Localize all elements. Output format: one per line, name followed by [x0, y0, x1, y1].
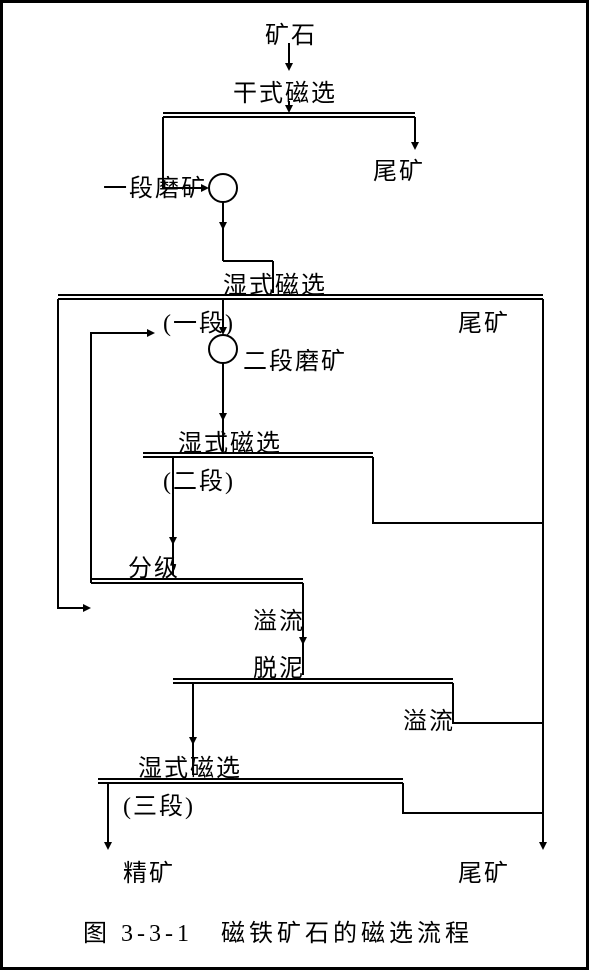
label-tailings-bottom: 尾矿 — [458, 853, 510, 888]
label-classify: 分级 — [128, 548, 180, 583]
label-stage-1: (一段) — [163, 303, 235, 338]
label-tailings-right: 尾矿 — [458, 303, 510, 338]
label-stage-3: (三段) — [123, 786, 195, 821]
label-wet-mag-1: 湿式磁选 — [223, 265, 327, 300]
label-overflow-1: 溢流 — [253, 601, 305, 636]
label-concentrate: 精矿 — [123, 853, 175, 888]
label-wet-mag-3: 湿式磁选 — [138, 748, 242, 783]
label-dry-mag: 干式磁选 — [233, 73, 337, 108]
label-overflow-2: 溢流 — [403, 701, 455, 736]
label-ore: 矿石 — [265, 15, 317, 50]
label-grind-1: 一段磨矿 — [103, 168, 207, 203]
label-tailings-1: 尾矿 — [373, 151, 425, 186]
diagram-frame: 矿石 干式磁选 尾矿 一段磨矿 湿式磁选 (一段) 尾矿 二段磨矿 湿式磁选 (… — [0, 0, 589, 970]
label-grind-2: 二段磨矿 — [243, 341, 347, 376]
label-deslime: 脱泥 — [253, 648, 305, 683]
label-wet-mag-2: 湿式磁选 — [178, 423, 282, 458]
figure-caption: 图 3-3-1 磁铁矿石的磁选流程 — [83, 913, 473, 948]
label-stage-2: (二段) — [163, 461, 235, 496]
flowchart-svg — [3, 3, 586, 967]
